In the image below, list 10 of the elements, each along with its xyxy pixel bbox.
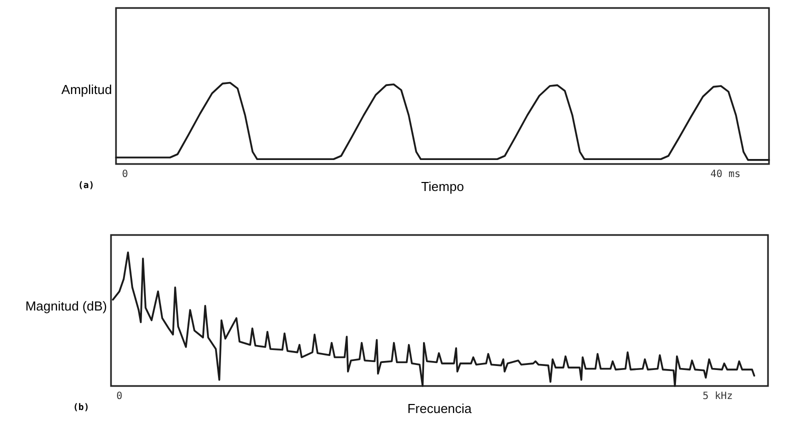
y-axis-title: Magnitud (dB) bbox=[25, 298, 107, 314]
text: (b) bbox=[73, 403, 90, 413]
x-tick-label: 40 ms bbox=[710, 169, 741, 180]
text: (a) bbox=[78, 181, 94, 191]
x-axis-title: Tiempo bbox=[421, 179, 464, 194]
x-tick-label: 0 bbox=[116, 391, 122, 402]
y-axis-title: Amplitud bbox=[61, 82, 112, 97]
x-axis-title: Frecuencia bbox=[407, 401, 472, 416]
x-tick-label: 5 kHz bbox=[702, 391, 733, 402]
x-tick-label: 0 bbox=[122, 169, 128, 180]
